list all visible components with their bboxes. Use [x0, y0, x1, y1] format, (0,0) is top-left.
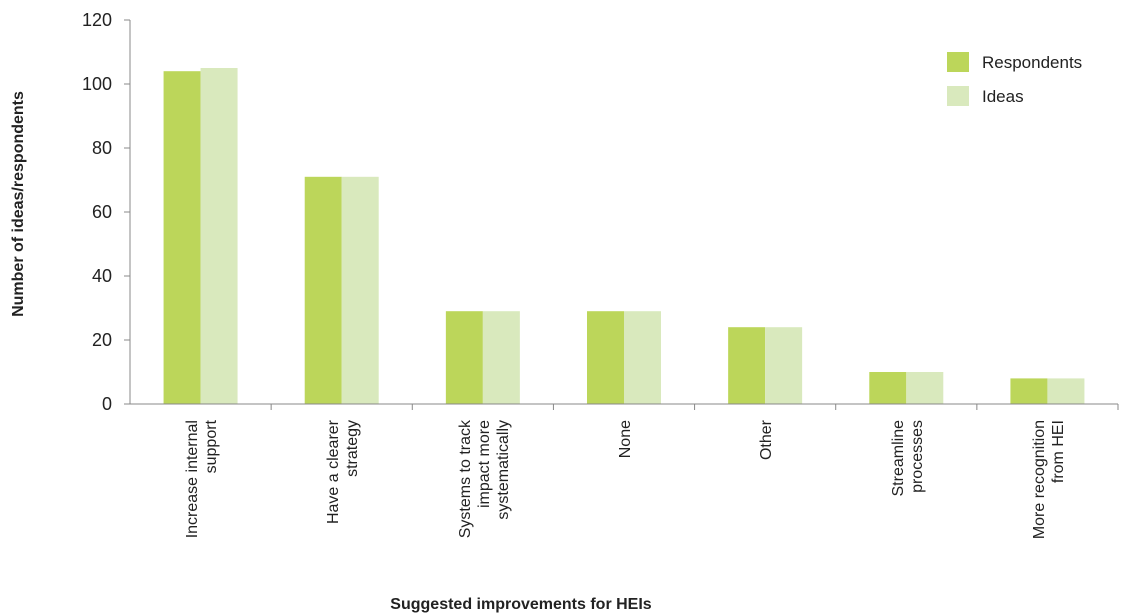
bar-respondents-2: [304, 176, 342, 404]
legend-swatch-respondents: [947, 52, 969, 72]
x-category-label: Have a clearer strategy: [325, 419, 361, 524]
bars-group: [163, 68, 1085, 404]
legend-label-respondents: Respondents: [982, 53, 1082, 72]
y-tick-label: 80: [92, 138, 112, 158]
bar-ideas-3: [482, 311, 520, 404]
bar-ideas-4: [624, 311, 661, 404]
bar-respondents-1: [163, 71, 201, 404]
y-ticks-group: 0 20 40 60 80 100 120: [82, 10, 130, 414]
y-tick-label: 20: [92, 330, 112, 350]
x-category-label: Increase internal support: [184, 419, 220, 538]
bar-ideas-7: [1047, 378, 1085, 404]
bar-respondents-6: [869, 372, 907, 404]
y-tick-label: 0: [102, 394, 112, 414]
bar-ideas-2: [341, 176, 379, 404]
y-tick-label: 60: [92, 202, 112, 222]
bar-ideas-6: [906, 372, 944, 404]
y-axis-title: Number of ideas/respondents: [10, 91, 27, 317]
legend-label-ideas: Ideas: [982, 87, 1024, 106]
x-category-label: Streamline processes: [890, 420, 926, 497]
y-tick-label: 120: [82, 10, 112, 30]
bar-ideas-1: [200, 68, 238, 404]
bar-respondents-3: [445, 311, 483, 404]
bar-respondents-7: [1010, 378, 1048, 404]
bar-respondents-5: [728, 327, 766, 404]
x-category-labels: Increase internal support Have a clearer st…: [184, 419, 1067, 539]
bar-respondents-4: [587, 311, 624, 404]
x-category-label: Other: [758, 419, 775, 460]
x-category-label: Systems to track impact more systematicall…: [457, 419, 512, 538]
x-axis-title: Suggested improvements for HEIs: [390, 596, 651, 613]
x-category-label: More recognition from HEI: [1031, 420, 1067, 539]
x-ticks-group: [270, 404, 1119, 410]
legend: Respondents Ideas: [947, 52, 1082, 106]
y-tick-label: 100: [82, 74, 112, 94]
bar-ideas-5: [765, 327, 803, 404]
legend-swatch-ideas: [947, 86, 969, 106]
x-category-label: None: [617, 420, 634, 458]
y-tick-label: 40: [92, 266, 112, 286]
